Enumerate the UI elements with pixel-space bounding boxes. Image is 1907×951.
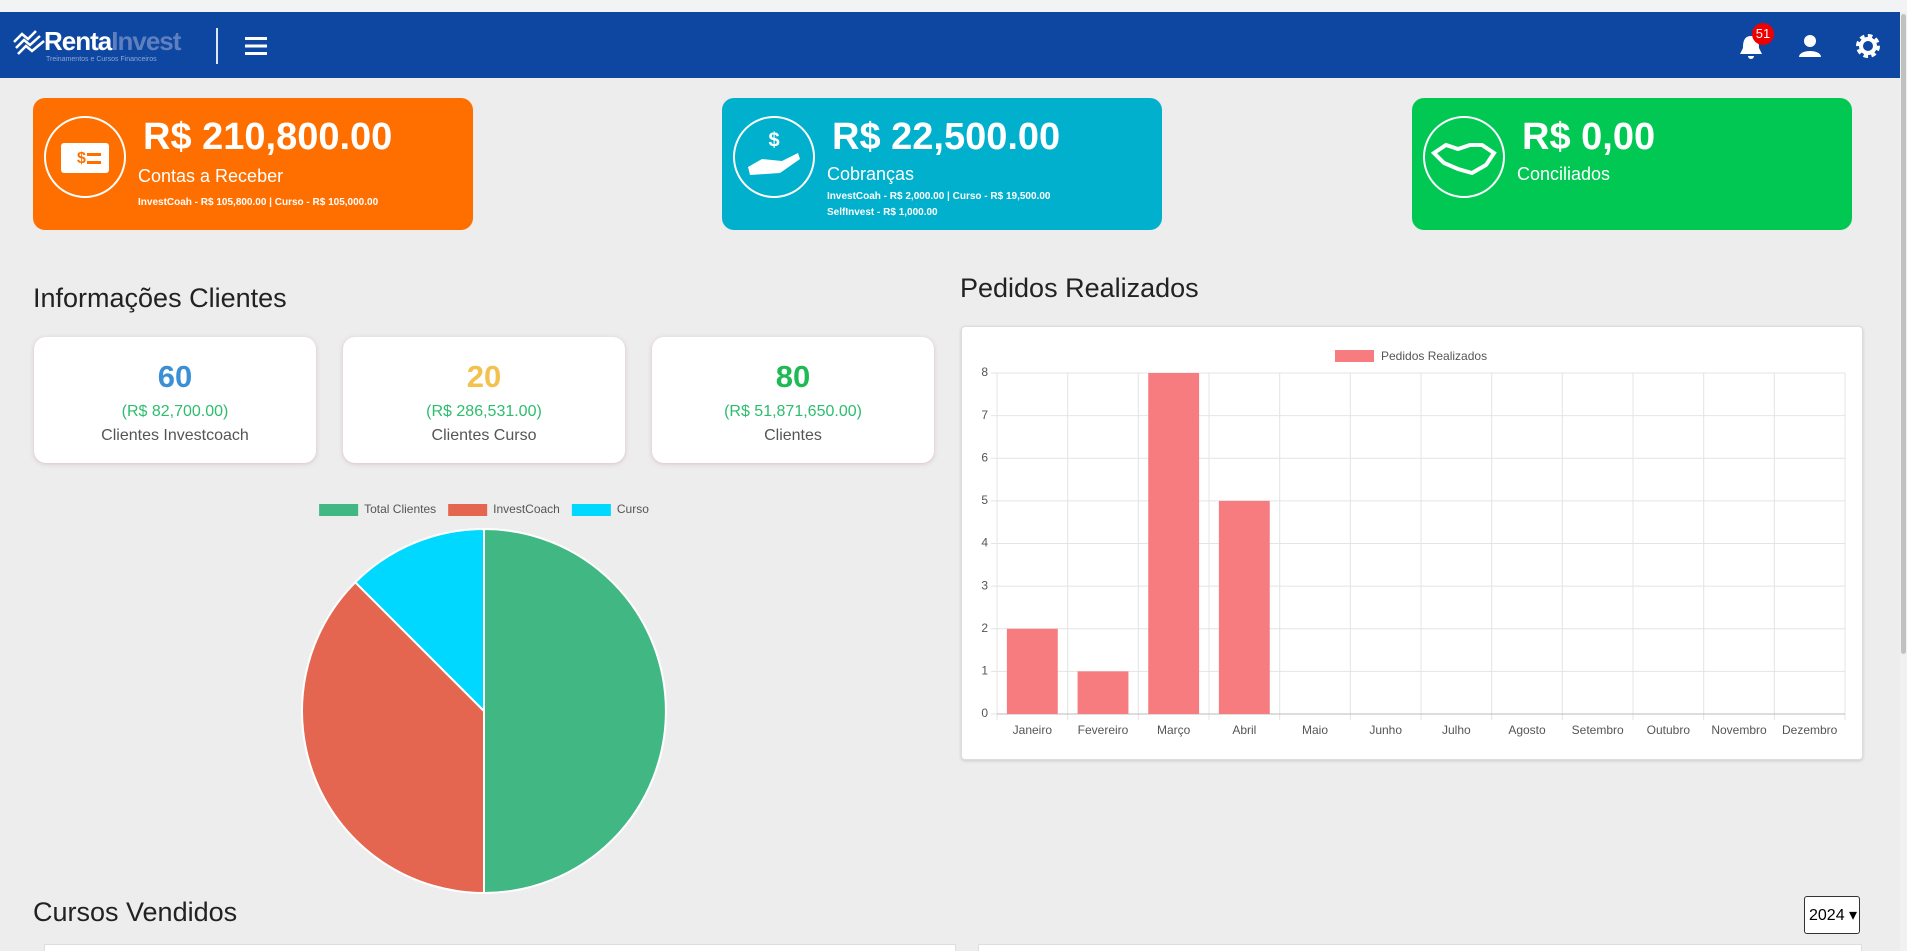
x-tick-label: Dezembro — [1782, 723, 1838, 737]
stat-label: Clientes — [764, 427, 822, 444]
bar — [1218, 500, 1270, 714]
tagline: Treinamentos e Cursos Financeiros — [46, 56, 157, 63]
y-tick-label: 0 — [981, 706, 988, 720]
card-icon: $ — [44, 116, 126, 198]
card-detail: InvestCoah - R$ 105,800.00 | Curso - R$ … — [138, 197, 379, 208]
legend-label: Pedidos Realizados — [1381, 349, 1487, 363]
brand[interactable]: RentaInvest — [44, 26, 181, 57]
year-value: 2024 — [1809, 907, 1845, 924]
bar — [1077, 671, 1129, 714]
stat-count: 60 — [157, 359, 193, 394]
stat-amount: (R$ 51,871,650.00) — [724, 403, 862, 420]
legend-swatch — [1335, 350, 1374, 362]
legend-label: InvestCoach — [493, 502, 560, 516]
card-detail: InvestCoah - R$ 2,000.00 | Curso - R$ 19… — [827, 191, 1051, 202]
course-panel — [44, 944, 956, 951]
x-tick-label: Maio — [1302, 723, 1328, 737]
legend-swatch — [319, 504, 359, 516]
card-amount: R$ 22,500.00 — [832, 116, 1061, 158]
stat-amount: (R$ 82,700.00) — [121, 403, 229, 420]
settings-button[interactable] — [1855, 33, 1881, 59]
y-tick-label: 4 — [981, 536, 988, 550]
logo-icon — [13, 30, 45, 55]
card-receivable: $ R$ 210,800.00 Contas a Receber InvestC… — [33, 98, 473, 230]
section-title: Cursos Vendidos — [33, 897, 238, 927]
notification-badge: 51 — [1752, 23, 1774, 45]
card-detail: SelfInvest - R$ 1,000.00 — [827, 207, 938, 218]
x-tick-label: Novembro — [1711, 723, 1767, 737]
bar — [1148, 373, 1200, 714]
card-label: Conciliados — [1517, 164, 1611, 184]
section-title: Informações Clientes — [33, 283, 287, 313]
y-tick-label: 3 — [981, 578, 988, 592]
stat-label: Clientes Investcoach — [101, 427, 249, 444]
brand-a: Renta — [44, 26, 112, 56]
y-tick-label: 5 — [981, 493, 988, 507]
svg-text:$: $ — [77, 150, 86, 167]
x-tick-label: Junho — [1369, 723, 1402, 737]
legend-swatch — [448, 504, 488, 516]
legend-swatch — [571, 504, 611, 516]
y-tick-label: 1 — [981, 664, 988, 678]
y-tick-label: 6 — [981, 450, 988, 464]
x-tick-label: Julho — [1442, 723, 1471, 737]
course-panel — [978, 944, 1862, 951]
x-tick-label: Fevereiro — [1078, 723, 1129, 737]
card-charges: $ R$ 22,500.00 Cobranças InvestCoah - R$… — [722, 98, 1162, 230]
legend-label: Total Clientes — [364, 502, 436, 516]
scrollbar[interactable] — [1900, 12, 1907, 951]
x-tick-label: Outubro — [1647, 723, 1691, 737]
client-stat: 80 (R$ 51,871,650.00) Clientes — [652, 337, 934, 463]
x-tick-label: Abril — [1232, 723, 1256, 737]
year-select[interactable]: 2024 ▾ — [1804, 896, 1860, 934]
user-button[interactable] — [1799, 34, 1821, 58]
y-tick-label: 2 — [981, 621, 988, 635]
card-label: Contas a Receber — [138, 166, 284, 186]
x-tick-label: Agosto — [1508, 723, 1546, 737]
menu-toggle[interactable] — [245, 36, 267, 56]
pie-slice — [301, 580, 485, 895]
card-icon — [1423, 116, 1505, 198]
card-label: Cobranças — [827, 164, 915, 184]
card-amount: R$ 210,800.00 — [143, 116, 393, 158]
stat-count: 80 — [775, 359, 811, 394]
svg-text:$: $ — [768, 129, 779, 151]
x-tick-label: Março — [1157, 723, 1191, 737]
card-reconciled: R$ 0,00 Conciliados — [1412, 98, 1852, 230]
pie-slice — [483, 527, 667, 895]
card-amount: R$ 0,00 — [1522, 116, 1656, 158]
stat-count: 20 — [466, 359, 502, 394]
stat-label: Clientes Curso — [431, 427, 537, 444]
bar — [1006, 628, 1058, 714]
scroll-thumb[interactable] — [1901, 14, 1906, 654]
navbar: RentaInvest Treinamentos e Cursos Financ… — [0, 12, 1900, 78]
x-tick-label: Janeiro — [1013, 723, 1053, 737]
client-stat: 20 (R$ 286,531.00) Clientes Curso — [343, 337, 625, 463]
y-tick-label: 7 — [981, 408, 988, 422]
divider — [216, 28, 218, 64]
card-icon: $ — [733, 116, 815, 198]
client-stat: 60 (R$ 82,700.00) Clientes Investcoach — [34, 337, 316, 463]
x-tick-label: Setembro — [1572, 723, 1624, 737]
legend-label: Curso — [617, 502, 649, 516]
browser-strip — [0, 0, 1907, 12]
y-tick-label: 8 — [981, 365, 988, 379]
brand-b: Invest — [111, 26, 181, 56]
pie-slice — [353, 527, 485, 714]
stat-amount: (R$ 286,531.00) — [426, 403, 542, 420]
section-title: Pedidos Realizados — [960, 273, 1199, 303]
